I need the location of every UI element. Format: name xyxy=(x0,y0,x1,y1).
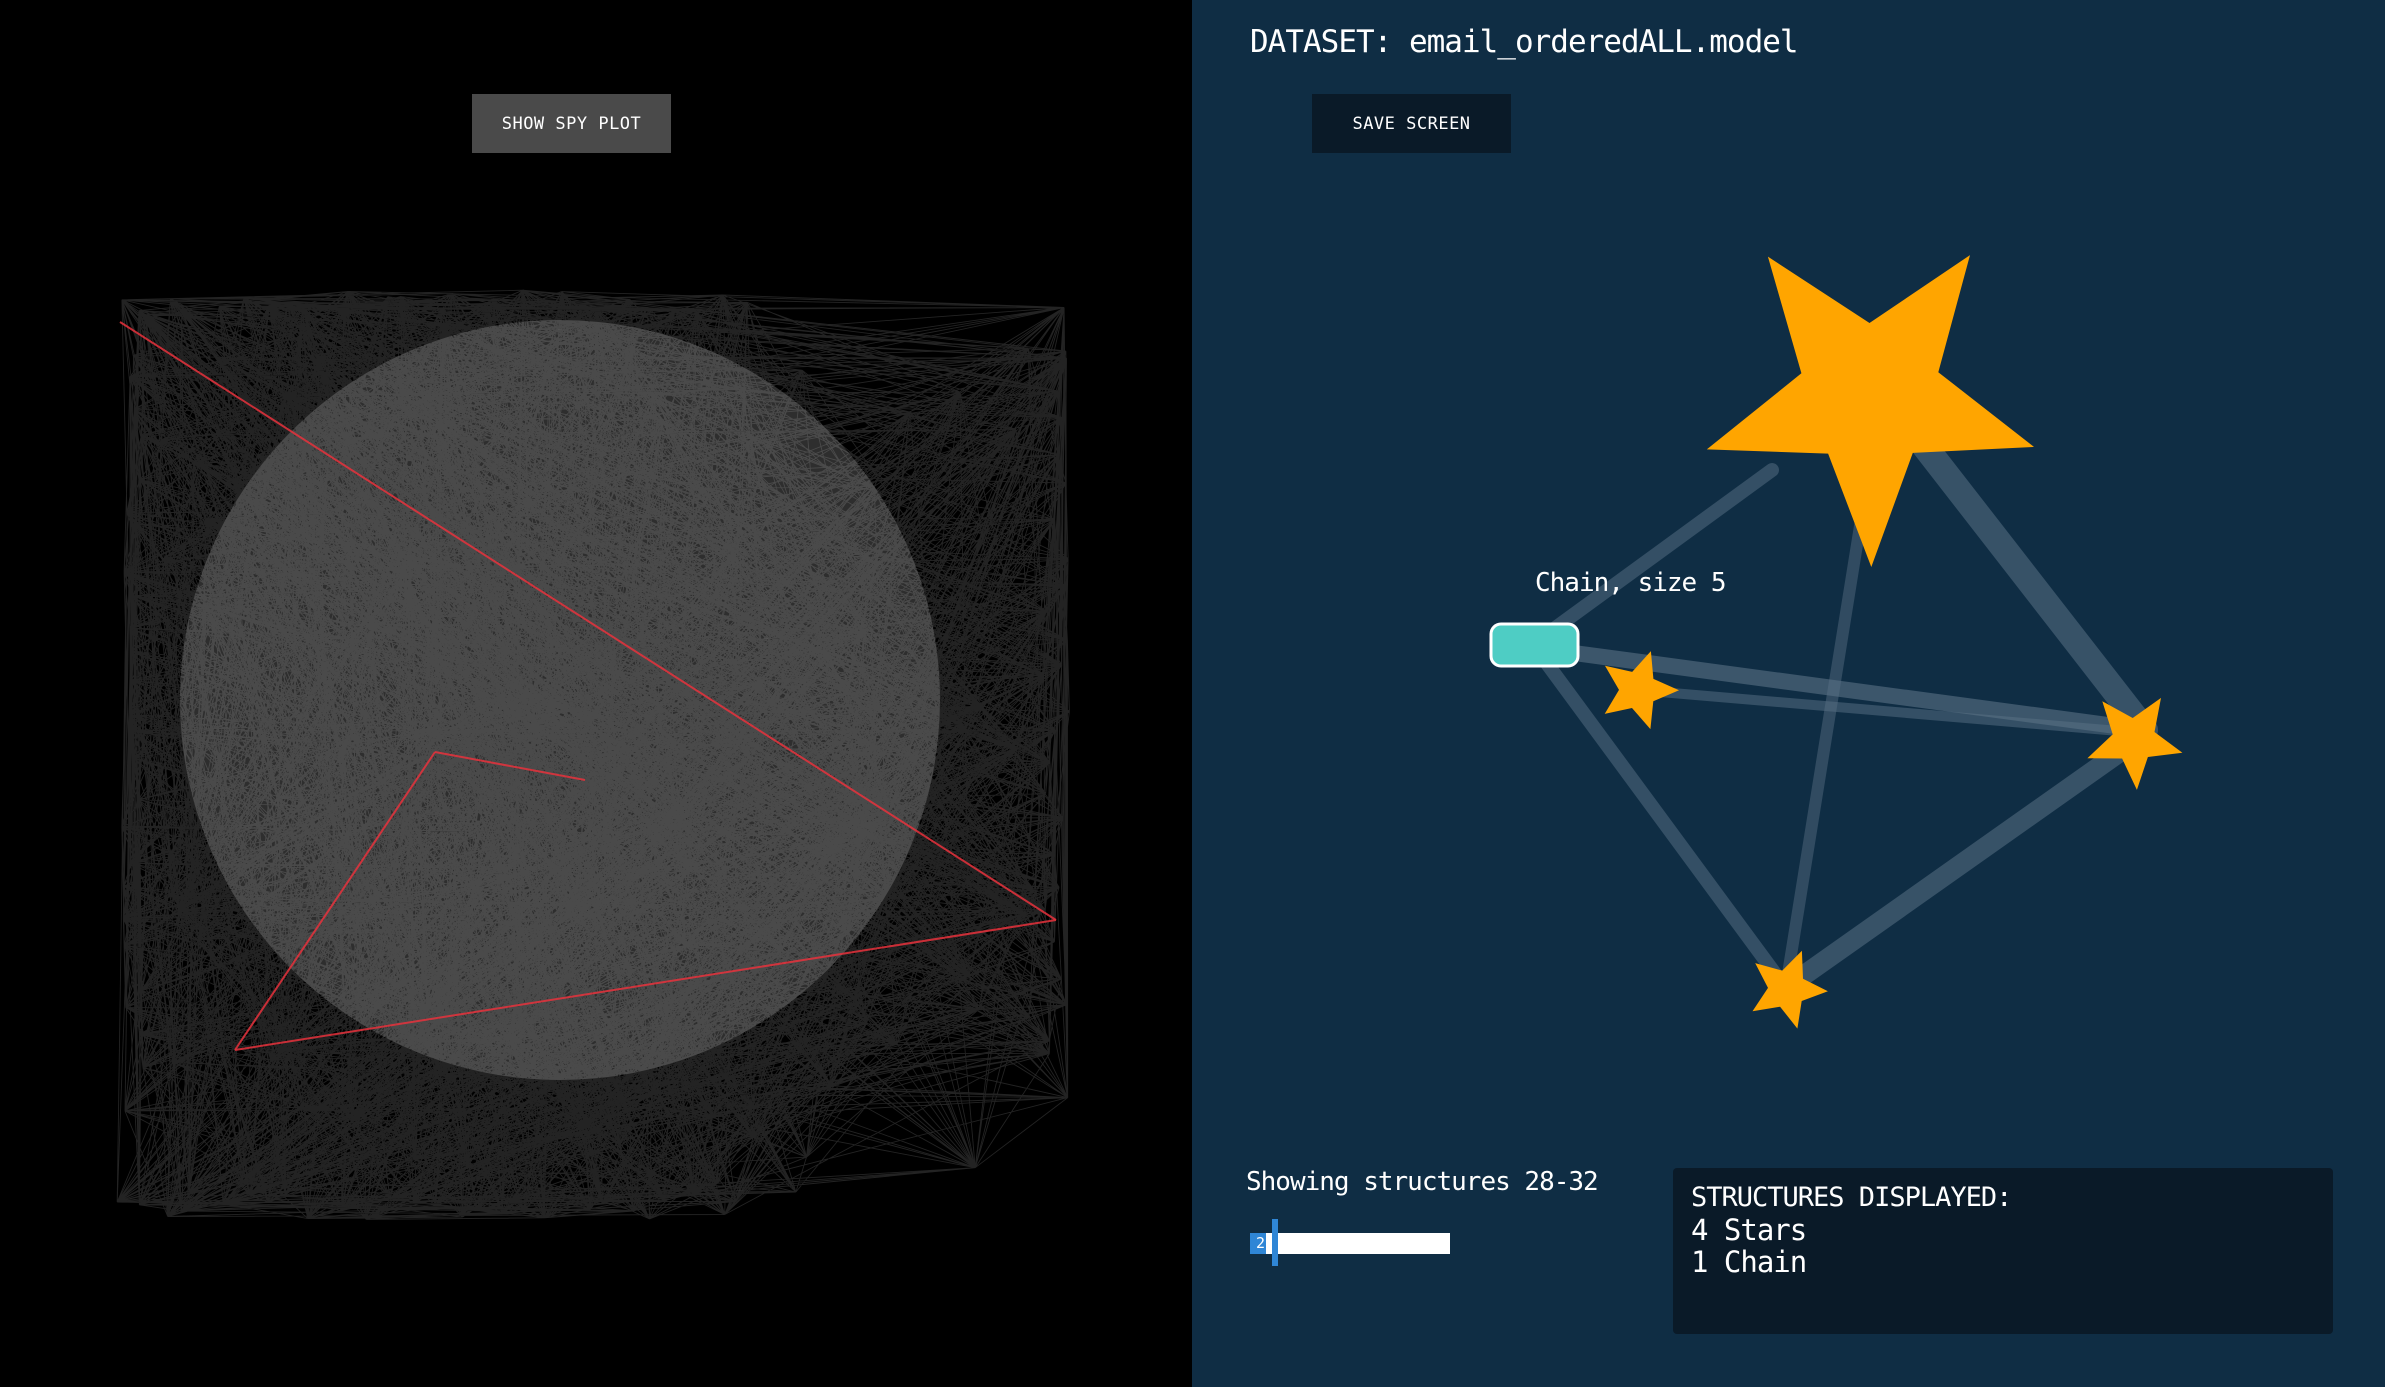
show-spy-plot-button[interactable]: SHOW SPY PLOT xyxy=(472,94,671,153)
slider-value: 28 xyxy=(1256,1234,1275,1252)
highlighted-edge xyxy=(234,919,1057,1051)
network-graph-canvas[interactable] xyxy=(0,0,1192,1387)
hover-label: Chain, size 5 xyxy=(1535,568,1726,598)
dataset-label: DATASET: email_orderedALL.model xyxy=(1250,24,1799,60)
structure-edge xyxy=(1525,463,1779,652)
save-screen-button[interactable]: SAVE SCREEN xyxy=(1312,94,1511,153)
highlighted-edge xyxy=(234,751,436,1051)
showing-structures-text: Showing structures 28-32 xyxy=(1246,1167,1599,1197)
structure-graph xyxy=(1489,255,2183,1029)
structure-edge xyxy=(1780,725,2154,995)
structures-displayed-title: STRUCTURES DISPLAYED: xyxy=(1691,1182,2012,1213)
structure-edge xyxy=(1530,643,1789,990)
graph-edges xyxy=(116,289,1070,1220)
slider-handle[interactable] xyxy=(1272,1219,1278,1266)
structure-edge xyxy=(1632,685,2147,738)
structures-panel: DATASET: email_orderedALL.model SAVE SCR… xyxy=(1192,0,2385,1387)
star-node-small-b[interactable] xyxy=(2087,697,2183,790)
graph-edge-bundle xyxy=(116,289,1070,1220)
highlighted-edge xyxy=(119,321,1057,921)
structure-edge xyxy=(1781,464,1875,986)
star-node-small-c[interactable] xyxy=(1752,950,1828,1029)
structure-range-slider[interactable]: 28 xyxy=(1250,1233,1450,1254)
highlighted-edge xyxy=(434,751,586,781)
structures-item: 1 Chain xyxy=(1691,1245,1807,1279)
structure-edge xyxy=(1529,640,2153,738)
graph-density-haze xyxy=(180,320,940,1080)
slider-fill xyxy=(1250,1233,1266,1254)
structures-displayed-box: STRUCTURES DISPLAYED: 4 Stars 1 Chain xyxy=(1673,1168,2333,1334)
star-node-large[interactable] xyxy=(1706,255,2034,567)
star-node-small-a[interactable] xyxy=(1604,651,1679,730)
graph-panel: SHOW SPY PLOT xyxy=(0,0,1192,1387)
structures-item: 4 Stars xyxy=(1691,1213,1807,1247)
chain-node[interactable] xyxy=(1489,622,1580,668)
